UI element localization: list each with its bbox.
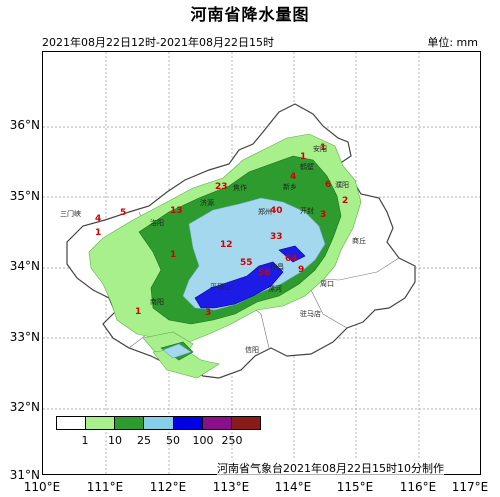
legend-swatch <box>231 417 260 429</box>
legend-swatch <box>57 417 87 429</box>
rain-value: 1 <box>320 143 327 153</box>
legend-labels: 1 10 25 50 100 250 <box>56 434 261 448</box>
precipitation-legend <box>56 416 261 430</box>
rain-value: 13 <box>170 206 183 216</box>
producer-credit: 河南省气象台2021年08月22日15时10分制作 <box>217 460 444 476</box>
map-title: 河南省降水量图 <box>190 5 310 24</box>
legend-label: 25 <box>137 434 151 447</box>
rain-zone-50-100-ne <box>278 245 306 263</box>
rain-value: 4 <box>290 172 297 182</box>
legend-swatch <box>173 417 203 429</box>
rain-value: 55 <box>240 258 253 268</box>
city-label: 周口 <box>320 280 334 288</box>
rain-value: 1 <box>300 152 307 162</box>
city-label: 郑州 <box>258 208 272 216</box>
rain-value: 5 <box>120 208 127 218</box>
legend-swatch <box>115 417 145 429</box>
legend-swatch <box>144 417 174 429</box>
city-label: 鹤壁 <box>300 163 314 171</box>
lat-label-35: 35°N <box>9 189 40 203</box>
rain-value: 1 <box>95 228 102 238</box>
legend-label: 100 <box>192 434 214 447</box>
legend-swatch <box>202 417 232 429</box>
rain-value: 12 <box>220 240 233 250</box>
lon-label-116: 116°E <box>399 480 437 494</box>
rain-value: 6 <box>325 180 332 190</box>
legend-label: 250 <box>221 434 243 447</box>
time-period: 2021年08月22日12时-2021年08月22日15时 <box>42 36 274 49</box>
rain-value: 64 <box>285 254 298 264</box>
lon-label-111: 111°E <box>86 480 124 494</box>
rain-value: 2 <box>342 196 349 206</box>
lon-label-112: 112°E <box>149 480 187 494</box>
rain-value: 9 <box>298 265 305 275</box>
rain-value: 3 <box>205 308 212 318</box>
city-label: 商丘 <box>352 237 366 245</box>
legend-label: 10 <box>108 434 122 447</box>
legend-swatch <box>86 417 116 429</box>
city-label: 信阳 <box>245 346 259 354</box>
lon-label-117: 117°E <box>451 480 489 494</box>
city-label: 许昌 <box>270 263 284 271</box>
lon-label-113: 113°E <box>212 480 250 494</box>
city-label: 济源 <box>200 199 214 207</box>
city-label: 新乡 <box>283 183 297 191</box>
rain-value: 23 <box>215 182 228 192</box>
legend-label: 1 <box>81 434 89 447</box>
city-label: 安阳 <box>313 145 327 153</box>
city-label: 三门峡 <box>60 210 81 218</box>
lat-label-33: 33°N <box>9 330 40 344</box>
city-label: 开封 <box>300 207 314 215</box>
city-label: 濮阳 <box>335 181 349 189</box>
rain-zone-25-50-south <box>162 343 192 359</box>
map-area <box>42 51 481 475</box>
rain-value: 40 <box>270 206 283 216</box>
lat-label-31: 31°N <box>9 468 40 482</box>
rain-zone-25-50 <box>182 197 326 311</box>
precipitation-map <box>43 52 480 474</box>
unit-label: 单位: mm <box>427 36 478 49</box>
city-label: 南阳 <box>150 298 164 306</box>
lon-label-110: 110°E <box>23 480 61 494</box>
city-label: 驻马店 <box>300 310 321 318</box>
city-label: 焦作 <box>233 184 247 192</box>
city-label: 漯河 <box>268 285 282 293</box>
lon-label-114: 114°E <box>274 480 312 494</box>
rain-value: 1 <box>170 250 177 260</box>
lat-label-34: 34°N <box>9 259 40 273</box>
rain-value: 3 <box>320 210 327 220</box>
rain-value: 4 <box>95 214 102 224</box>
lat-label-32: 32°N <box>9 400 40 414</box>
city-label: 洛阳 <box>150 219 164 227</box>
rain-zone-50-100 <box>194 261 284 309</box>
lat-label-36: 36°N <box>9 118 40 132</box>
city-label: 平顶山 <box>210 283 231 291</box>
legend-label: 50 <box>166 434 180 447</box>
rain-value: 1 <box>135 307 142 317</box>
rain-value: 33 <box>270 232 283 242</box>
rain-value: 56 <box>258 268 271 278</box>
lon-label-115: 115°E <box>336 480 374 494</box>
